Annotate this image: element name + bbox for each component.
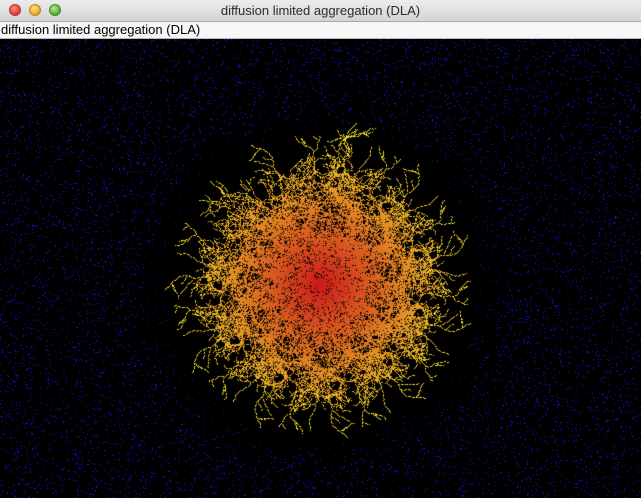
panel-label-bar: diffusion limited aggregation (DLA) [0, 22, 641, 39]
simulation-area[interactable] [0, 39, 641, 498]
title-bar[interactable]: diffusion limited aggregation (DLA) [0, 0, 641, 22]
dla-canvas[interactable] [0, 39, 641, 498]
window-title: diffusion limited aggregation (DLA) [220, 3, 421, 18]
close-button[interactable] [9, 4, 21, 16]
zoom-button[interactable] [49, 4, 61, 16]
minimize-button[interactable] [29, 4, 41, 16]
panel-label: diffusion limited aggregation (DLA) [1, 22, 201, 37]
